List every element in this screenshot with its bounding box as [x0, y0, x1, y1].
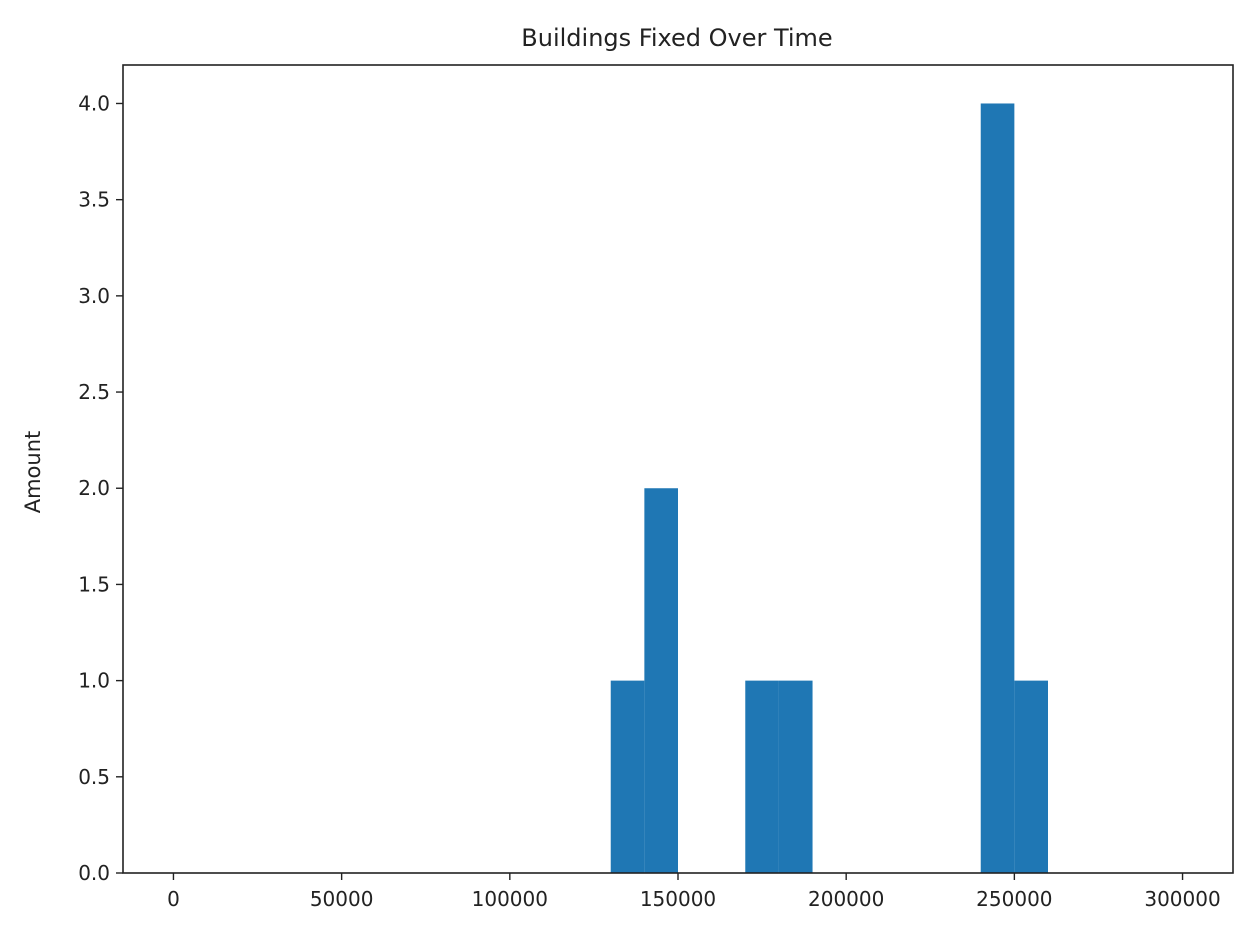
y-tick-label-4: 2.0 [78, 476, 110, 500]
y-tick-label-2: 1.0 [78, 669, 110, 693]
histogram-bar-3 [778, 680, 813, 873]
y-tick-label-8: 4.0 [78, 91, 110, 115]
y-tick-label-0: 0.0 [78, 861, 110, 885]
y-tick-label-1: 0.5 [78, 765, 110, 789]
chart-title: Buildings Fixed Over Time [521, 24, 832, 52]
histogram-bar-0 [610, 680, 645, 873]
histogram-bar-5 [1014, 680, 1048, 873]
x-tick-label-2: 100000 [472, 887, 548, 911]
x-tick-label-4: 200000 [808, 887, 884, 911]
bars-group [610, 103, 1048, 873]
x-tick-label-1: 50000 [310, 887, 374, 911]
histogram-bar-1 [644, 488, 678, 873]
histogram-bar-4 [980, 103, 1015, 873]
axes-group: 0 50000 100000 150000 200000 250000 300000 0.0 0… [78, 64, 1234, 911]
x-tick-label-3: 150000 [640, 887, 716, 911]
x-tick-label-6: 300000 [1144, 887, 1220, 911]
y-tick-label-6: 3.0 [78, 284, 110, 308]
y-tick-label-3: 1.5 [78, 572, 110, 596]
histogram-bar-2 [745, 680, 779, 873]
x-tick-label-5: 250000 [976, 887, 1052, 911]
x-tick-label-0: 0 [167, 887, 180, 911]
y-tick-label-5: 2.5 [78, 380, 110, 404]
y-axis-label: Amount [21, 431, 45, 514]
y-tick-label-7: 3.5 [78, 188, 110, 212]
